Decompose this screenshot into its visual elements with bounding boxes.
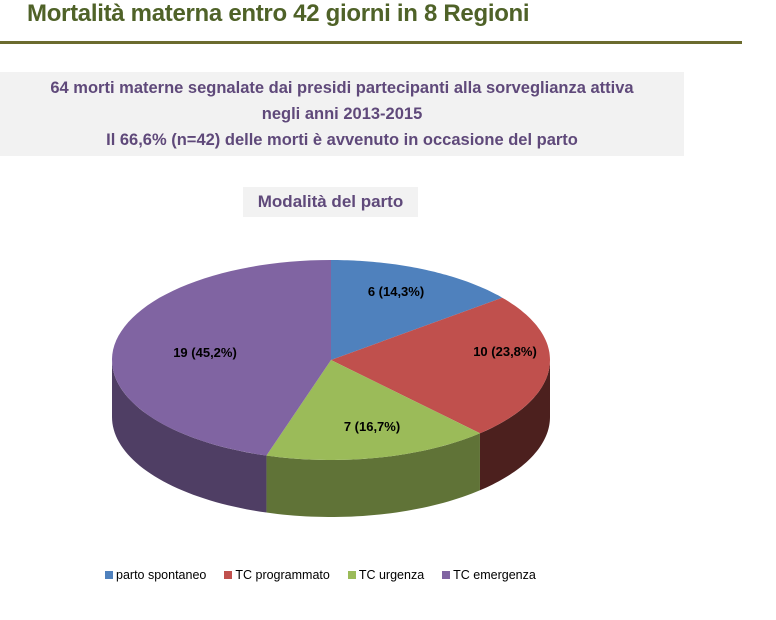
data-label: 10 (23,8%)	[473, 344, 537, 359]
data-label: 7 (16,7%)	[344, 419, 400, 434]
legend-label: TC urgenza	[358, 568, 425, 582]
pie-slice-2	[266, 360, 480, 460]
title-divider	[0, 41, 742, 44]
legend-label: TC emergenza	[453, 568, 536, 582]
legend-item: TC urgenza	[347, 568, 425, 582]
pie-slice-1	[331, 297, 550, 434]
pie-side-1	[479, 360, 550, 491]
legend-item: parto spontaneo	[105, 568, 206, 582]
subtitle-line-1: 64 morti materne segnalate dai presidi p…	[50, 79, 634, 97]
data-label: 19 (45,2%)	[173, 345, 237, 360]
legend-item: TC emergenza	[442, 568, 536, 582]
slide-title: Mortalità materna entro 42 giorni in 8 R…	[27, 0, 530, 27]
legend-label: parto spontaneo	[116, 568, 207, 582]
legend-swatch	[442, 571, 451, 579]
legend-swatch	[105, 571, 113, 579]
subtitle-line-2: negli anni 2013-2015	[261, 105, 423, 123]
subtitle-line-3: Il 66,6% (n=42) delle morti è avvenuto i…	[106, 131, 578, 149]
pie-slice-3	[112, 260, 331, 456]
legend-swatch	[224, 571, 233, 579]
legend-label: TC programmato	[235, 568, 330, 582]
pie-slice-0	[331, 260, 503, 360]
chart-title: Modalità del parto	[243, 187, 418, 217]
pie-side-2	[266, 433, 480, 517]
data-label: 6 (14,3%)	[368, 284, 424, 299]
pie-side-3	[112, 360, 267, 513]
legend: parto spontaneo TC programmato TC urgenz…	[105, 568, 536, 582]
legend-swatch	[347, 571, 356, 579]
legend-item: TC programmato	[224, 568, 330, 582]
subtitle-box: 64 morti materne segnalate dai presidi p…	[0, 72, 684, 156]
